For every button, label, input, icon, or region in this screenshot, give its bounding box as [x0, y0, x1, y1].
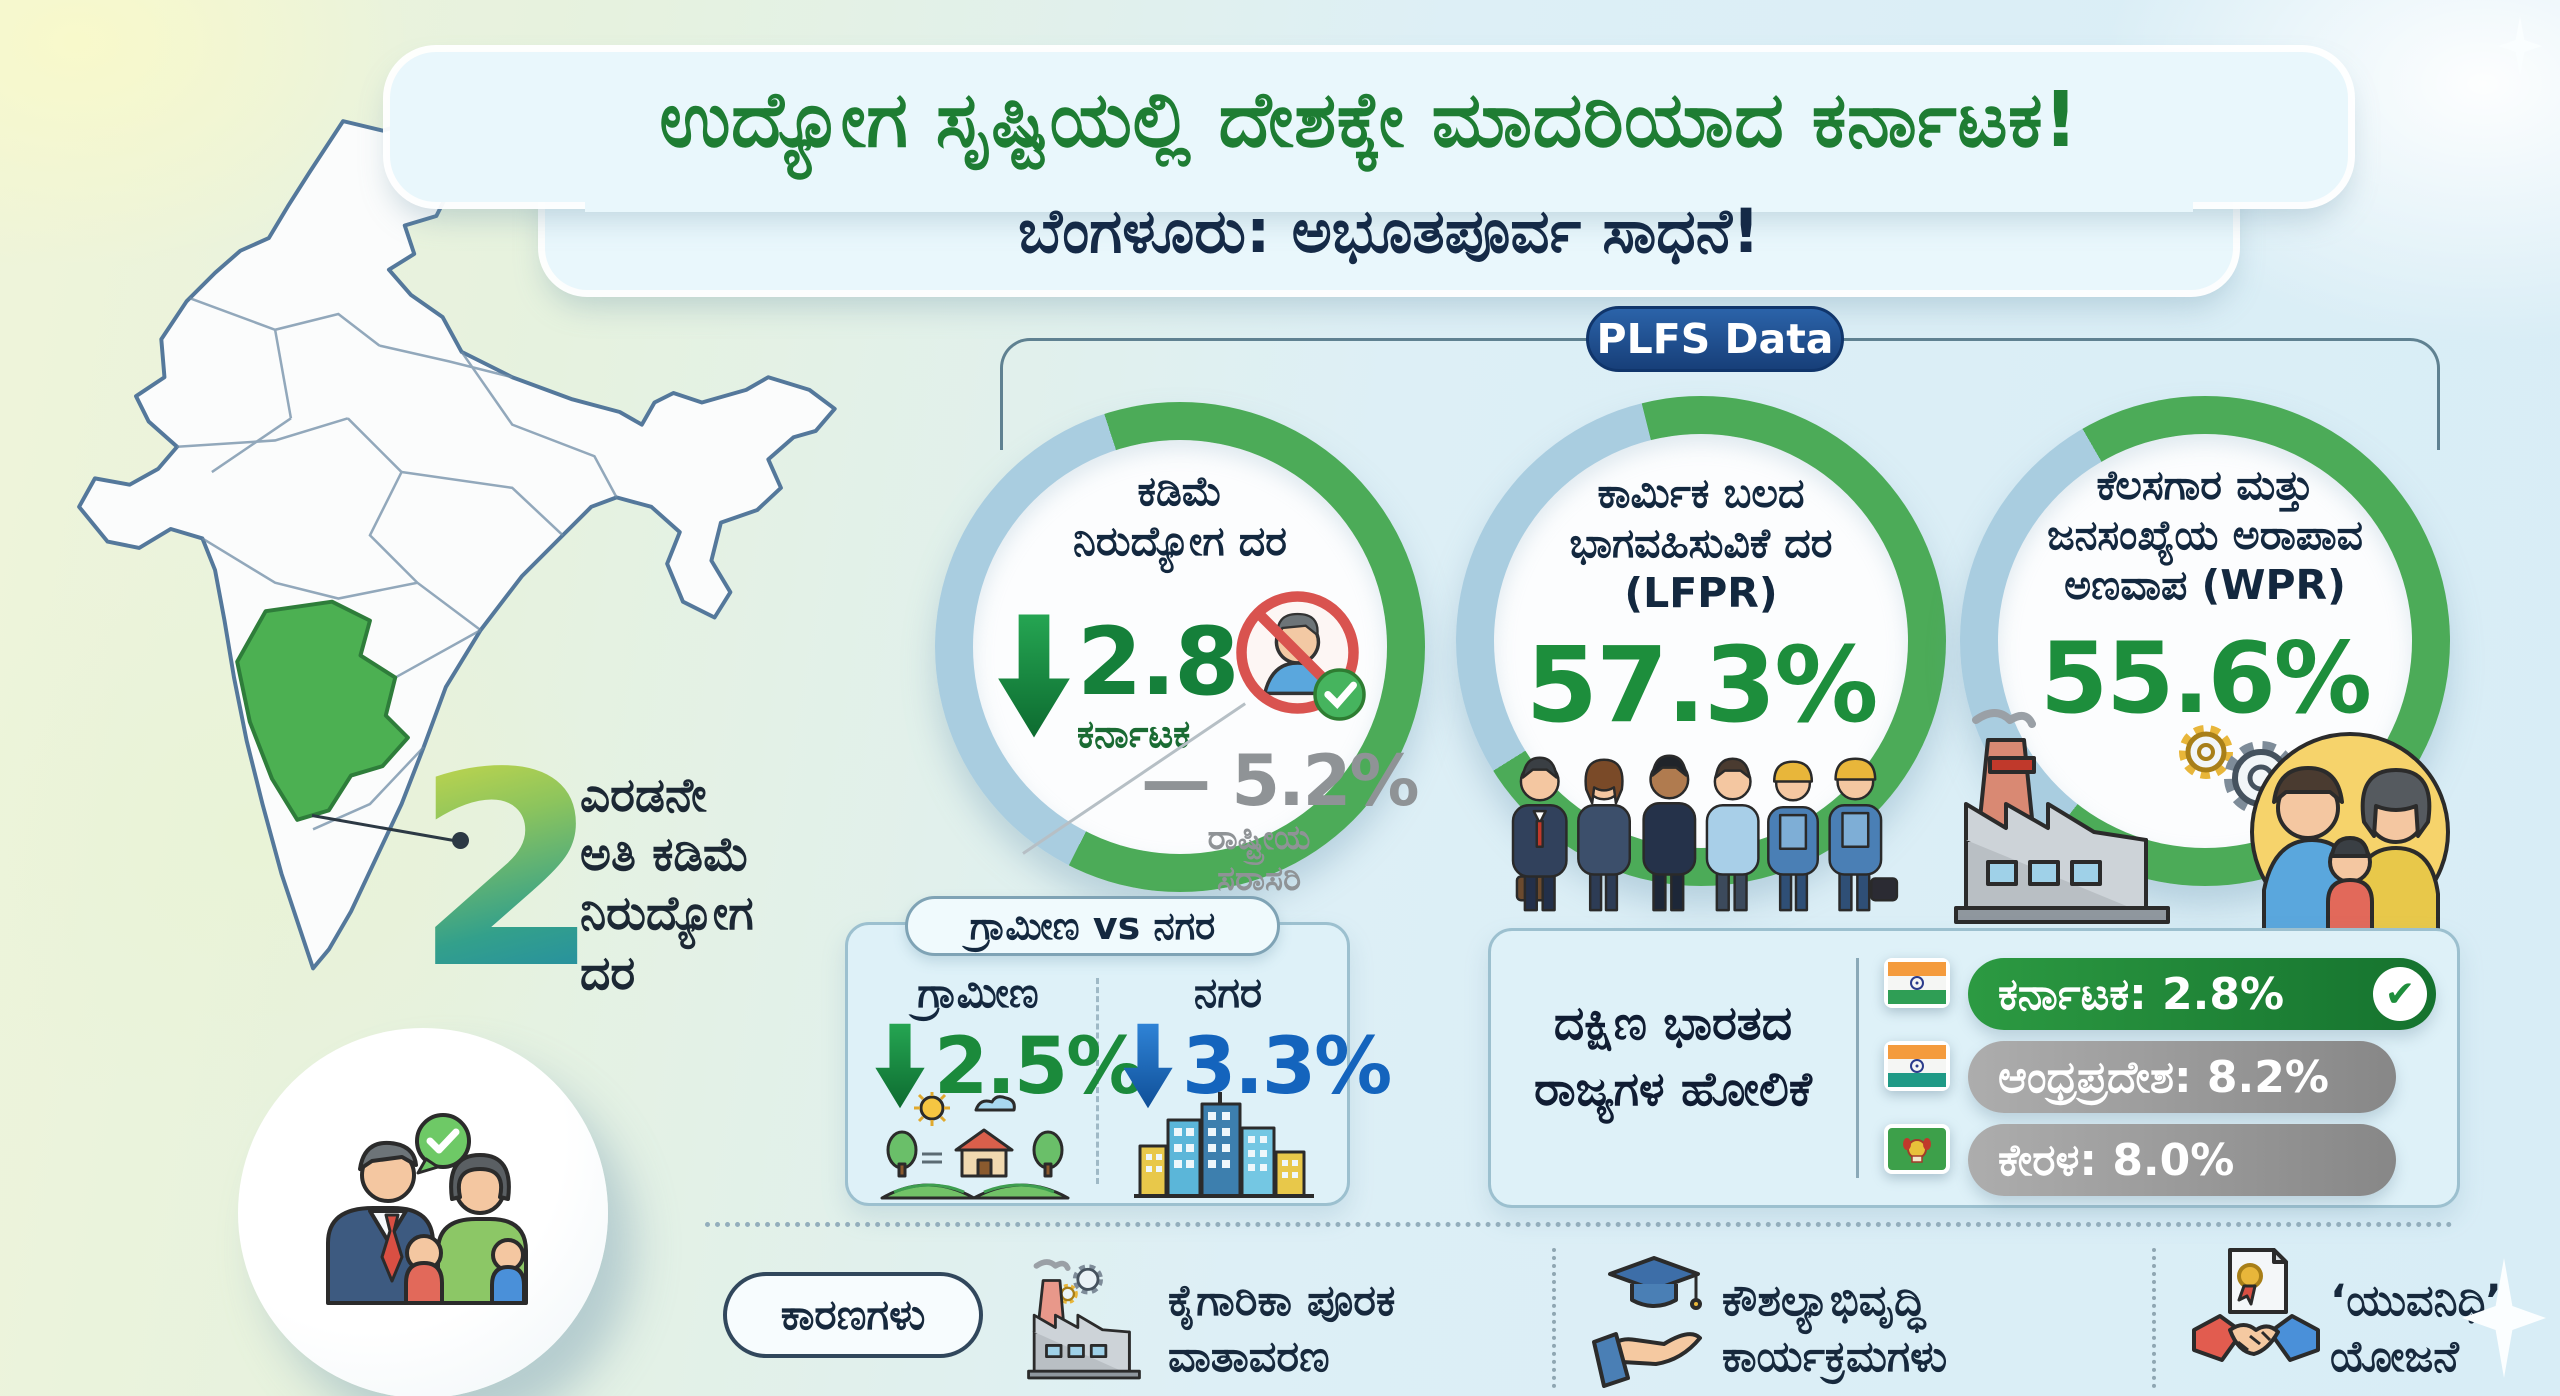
- stat-card-unemployment: ಕಡಿಮೆ ನಿರುದ್ಯೋಗ ದರ 2.8% ಕರ್ನಾಟಕ — 5.2%: [935, 402, 1425, 899]
- national-rate-value: — 5.2%: [1141, 740, 1420, 822]
- state-bar-text: ಆಂಧ್ರಪ್ರದೇಶ: 8.2%: [1998, 1051, 2329, 1103]
- main-title: ಉದ್ಯೋಗ ಸೃಷ್ಟಿಯಲ್ಲಿ ದೇಶಕ್ಕೇ ಮಾದರಿಯಾದ ಕರ್ನ…: [659, 76, 2079, 165]
- down-arrow-icon: [1123, 1023, 1173, 1109]
- india-flag-icon: [1884, 1041, 1950, 1091]
- urban-label: ನಗರ: [1193, 968, 1263, 1017]
- rural-urban-divider: [1096, 978, 1099, 1184]
- rank-label: ಎರಡನೇ ಅತಿ ಕಡಿಮೆ ನಿರುದ್ಯೋಗ ದರ: [580, 766, 754, 1003]
- rank-label-line: ನಿರುದ್ಯೋಗ: [580, 886, 754, 942]
- sparkle-decoration: [2498, 16, 2542, 76]
- check-icon: ✔: [2373, 967, 2427, 1021]
- card-title: ಕೆಲಸಗಾರ ಮತ್ತು ಜನಸಂಖ್ಯೆಯ ಅರಾಪಾವ ಅಣವಾಪ (WP…: [2047, 461, 2363, 610]
- rural-urban-header: ಗ್ರಾಮೀಣ vs ನಗರ: [905, 896, 1280, 956]
- rank-number: 2: [414, 716, 601, 1028]
- reason-item-2: ಕೌಶಲ್ಯಾಭಿವೃದ್ಧಿ ಕಾರ್ಯಕ್ರಮಗಳು: [1722, 1276, 1948, 1382]
- national-rate-label: ರಾಷ್ಟ್ರೀಯ ಸರಾಸರಿ: [1207, 818, 1311, 899]
- karnataka-state: [235, 599, 410, 822]
- state-bar-text: ಕರ್ನಾಟಕ: 2.8%: [1998, 968, 2285, 1020]
- south-compare-label: ದಕ್ಷಿಣ ಭಾರತದ: [1553, 996, 1793, 1051]
- down-arrow-icon: [875, 1023, 925, 1109]
- family-circle-icon: [2250, 732, 2450, 934]
- map-connector-dot: [452, 832, 469, 849]
- green-emblem-flag-icon: [1884, 1124, 1950, 1174]
- subtitle: ಬೆಂಗಳೂರು: ಅಭೂತಪೂರ್ವ ಸಾಧನೆ!: [1018, 196, 1760, 267]
- card-title: ಕಡಿಮೆ ನಿರುದ್ಯೋಗ ದರ: [1073, 467, 1287, 566]
- down-arrow-icon: [998, 614, 1070, 738]
- wpr-value: 55.6%: [2040, 622, 2372, 736]
- factory-icon: [1954, 709, 2170, 924]
- state-bar-karnataka: ಕರ್ನಾಟಕ: 2.8% ✔: [1968, 958, 2436, 1030]
- karnataka-rate-label: ಕರ್ನಾಟಕ: [1077, 712, 1191, 756]
- title-card-join: [585, 142, 2193, 212]
- rank-label-line: ಎರಡನೇ: [580, 768, 707, 823]
- stat-card-lfpr: ಕಾರ್ಮಿಕ ಬಲದ ಭಾಗವಹಿಸುವಿಕೆ ದರ (LFPR) 57.3%: [1456, 396, 1946, 912]
- rank-label-line: ಅತಿ ಕಡಿಮೆ: [580, 827, 750, 883]
- india-map: [77, 119, 837, 971]
- farm-icon: [880, 1092, 1070, 1200]
- graduation-hand-icon: [1592, 1256, 1702, 1388]
- stat-card-wpr: ಕೆಲಸಗಾರ ಮತ್ತು ಜನಸಂಖ್ಯೆಯ ಅರಾಪಾವ ಅಣವಾಪ (WP…: [1954, 396, 2450, 934]
- workers-group-icon: [1511, 754, 1899, 912]
- city-icon: [1134, 1092, 1314, 1198]
- reason-item-1: ಕೈಗಾರಿಕಾ ಪೂರಕ ವಾತಾವರಣ: [1168, 1276, 1396, 1382]
- factory-icon: [1027, 1259, 1141, 1380]
- no-unemployment-icon: [1236, 591, 1366, 721]
- family-check-icon: [326, 1113, 528, 1305]
- rural-value: 2.5%: [934, 1022, 1144, 1112]
- lfpr-value: 57.3%: [1525, 624, 1879, 746]
- india-flag-icon: [1884, 958, 1950, 1008]
- reasons-divider: [2152, 1248, 2156, 1388]
- reasons-header-pill: ಕಾರಣಗಳು: [723, 1272, 983, 1358]
- urban-value: 3.3%: [1182, 1022, 1392, 1112]
- handshake-certificate-icon: [2192, 1248, 2320, 1362]
- family-badge: [238, 1028, 608, 1396]
- state-bar-andhra: ಆಂಧ್ರಪ್ರದೇಶ: 8.2%: [1968, 1041, 2396, 1113]
- reason-item-3: ‘ಯುವನಿಧಿ’ ಯೋಜನೆ: [2330, 1276, 2502, 1382]
- south-box-divider: [1856, 958, 1859, 1178]
- reasons-divider: [1552, 1248, 1556, 1388]
- rural-label: ಗ್ರಾಮೀಣ: [917, 968, 1039, 1017]
- state-bar-text: ಕೇರಳ: 8.0%: [1998, 1134, 2235, 1186]
- rank-label-line: ದರ: [580, 945, 636, 1001]
- bottom-separator: [705, 1222, 2453, 1227]
- south-compare-label: ರಾಜ್ಯಗಳ ಹೋಲಿಕೆ: [1534, 1062, 1812, 1117]
- state-borders: [177, 296, 618, 831]
- plfs-data-badge: PLFS Data: [1586, 306, 1844, 372]
- card-title: ಕಾರ್ಮಿಕ ಬಲದ ಭಾಗವಹಿಸುವಿಕೆ ದರ (LFPR): [1569, 469, 1833, 618]
- state-bar-kerala: ಕೇರಳ: 8.0%: [1968, 1124, 2396, 1196]
